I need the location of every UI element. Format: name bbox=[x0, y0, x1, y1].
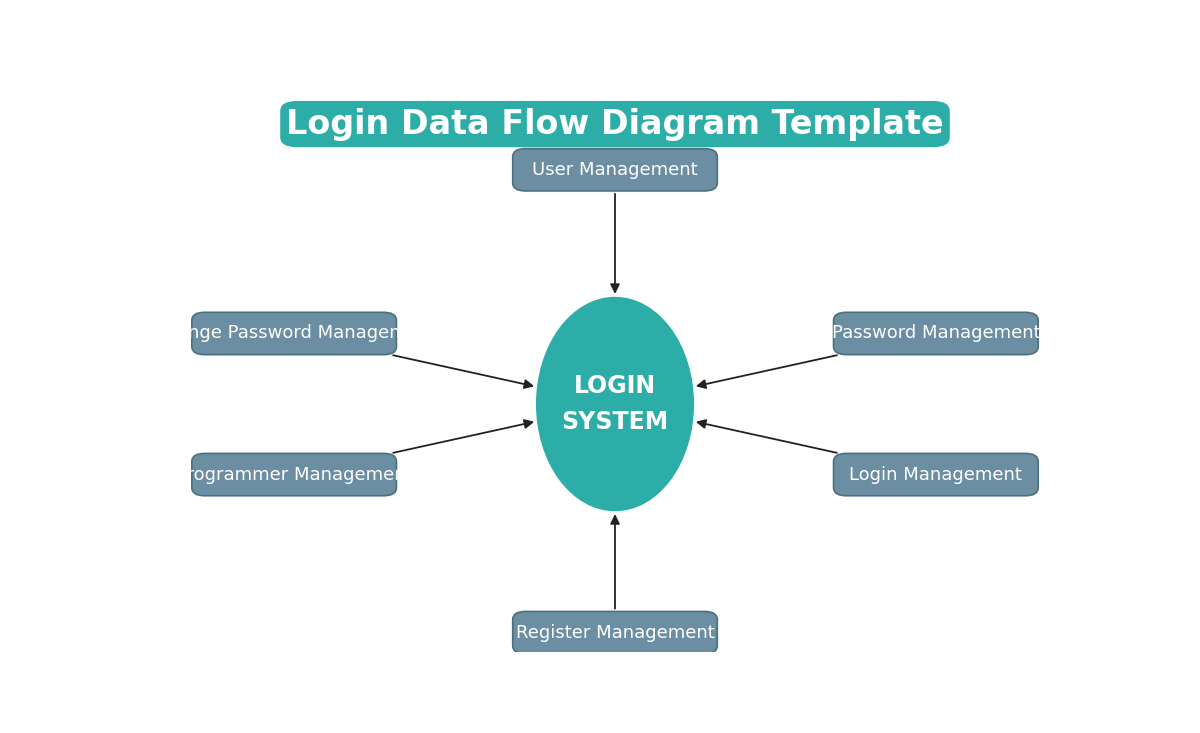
Text: Login Management: Login Management bbox=[850, 465, 1022, 484]
Text: Login Data Flow Diagram Template: Login Data Flow Diagram Template bbox=[286, 108, 944, 141]
FancyBboxPatch shape bbox=[512, 611, 718, 654]
Text: Programmer Management: Programmer Management bbox=[176, 465, 413, 484]
Ellipse shape bbox=[536, 297, 694, 512]
Text: LOGIN
SYSTEM: LOGIN SYSTEM bbox=[562, 375, 668, 434]
FancyBboxPatch shape bbox=[512, 149, 718, 191]
Text: User Management: User Management bbox=[532, 161, 698, 179]
FancyBboxPatch shape bbox=[834, 454, 1038, 496]
FancyBboxPatch shape bbox=[192, 312, 396, 355]
FancyBboxPatch shape bbox=[192, 454, 396, 496]
Text: Register Management: Register Management bbox=[516, 624, 714, 641]
Text: Password Management: Password Management bbox=[832, 325, 1040, 342]
FancyBboxPatch shape bbox=[281, 101, 950, 147]
Text: Change Password Management: Change Password Management bbox=[152, 325, 436, 342]
FancyBboxPatch shape bbox=[834, 312, 1038, 355]
